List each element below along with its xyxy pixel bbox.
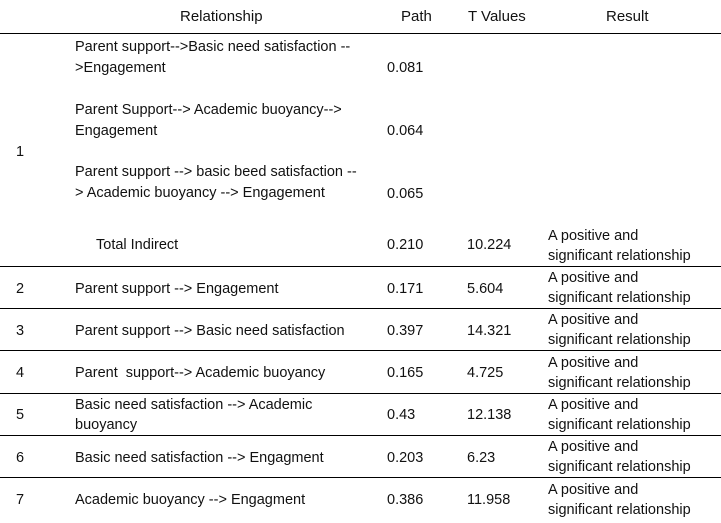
row-divider <box>0 308 721 309</box>
header-rule <box>0 33 721 34</box>
path-value: 0.397 <box>387 323 424 339</box>
row-number: 3 <box>16 323 25 339</box>
t-value: 5.604 <box>467 281 504 297</box>
header-path: Path <box>401 8 432 25</box>
relationship-text: >Engagement <box>75 60 166 76</box>
result-text: A positive and <box>548 482 639 498</box>
relationship-text: Parent support --> basic beed satisfacti… <box>75 164 357 180</box>
relationship-text: Basic need satisfaction --> Engagment <box>75 450 324 466</box>
header-t-values: T Values <box>468 8 526 25</box>
relationship-text: buoyancy <box>75 417 138 433</box>
row-divider <box>0 393 721 394</box>
total-indirect-label: Total Indirect <box>96 237 179 253</box>
result-text: significant relationship <box>548 417 691 433</box>
path-value: 0.386 <box>387 492 424 508</box>
path-value: 0.081 <box>387 60 424 76</box>
relationship-text: Parent support --> Basic need satisfacti… <box>75 323 345 339</box>
relationship-text: Academic buoyancy --> Engagment <box>75 492 306 508</box>
t-value: 14.321 <box>467 323 512 339</box>
row-divider <box>0 266 721 267</box>
t-value: 10.224 <box>467 237 512 253</box>
result-text: significant relationship <box>548 459 691 475</box>
path-value: 0.171 <box>387 281 424 297</box>
path-value: 0.064 <box>387 123 424 139</box>
result-text: A positive and <box>548 397 639 413</box>
relationship-text: Parent support--> Academic buoyancy <box>75 365 326 381</box>
t-value: 4.725 <box>467 365 504 381</box>
row-number: 4 <box>16 365 25 381</box>
row-divider <box>0 435 721 436</box>
row-divider <box>0 477 721 478</box>
header-result: Result <box>606 8 649 25</box>
result-text: significant relationship <box>548 290 691 306</box>
result-text: A positive and <box>548 228 639 244</box>
relationship-text: Parent support-->Basic need satisfaction… <box>75 39 351 55</box>
row-number: 2 <box>16 281 25 297</box>
row-number: 5 <box>16 407 25 423</box>
header-relationship: Relationship <box>180 8 263 25</box>
t-value: 11.958 <box>467 492 511 508</box>
row-divider <box>0 350 721 351</box>
relationship-text: Engagement <box>75 123 158 139</box>
path-value: 0.210 <box>387 237 424 253</box>
result-text: significant relationship <box>548 248 691 264</box>
row-number: 1 <box>16 144 25 160</box>
relationship-text: > Academic buoyancy --> Engagement <box>75 185 325 201</box>
result-text: A positive and <box>548 270 639 286</box>
result-text: significant relationship <box>548 332 691 348</box>
t-value: 12.138 <box>467 407 512 423</box>
path-value: 0.203 <box>387 450 424 466</box>
relationship-text: Parent Support--> Academic buoyancy--> <box>75 102 342 118</box>
path-value: 0.065 <box>387 186 424 202</box>
result-text: A positive and <box>548 439 639 455</box>
result-text: A positive and <box>548 312 639 328</box>
path-value: 0.165 <box>387 365 424 381</box>
relationship-text: Parent support --> Engagement <box>75 281 279 297</box>
result-text: significant relationship <box>548 375 691 391</box>
row-number: 7 <box>16 492 25 508</box>
t-value: 6.23 <box>467 450 496 466</box>
result-text: significant relationship <box>548 502 691 518</box>
path-value: 0.43 <box>387 407 416 423</box>
result-text: A positive and <box>548 355 639 371</box>
row-number: 6 <box>16 450 25 466</box>
relationship-text: Basic need satisfaction --> Academic <box>75 397 313 413</box>
